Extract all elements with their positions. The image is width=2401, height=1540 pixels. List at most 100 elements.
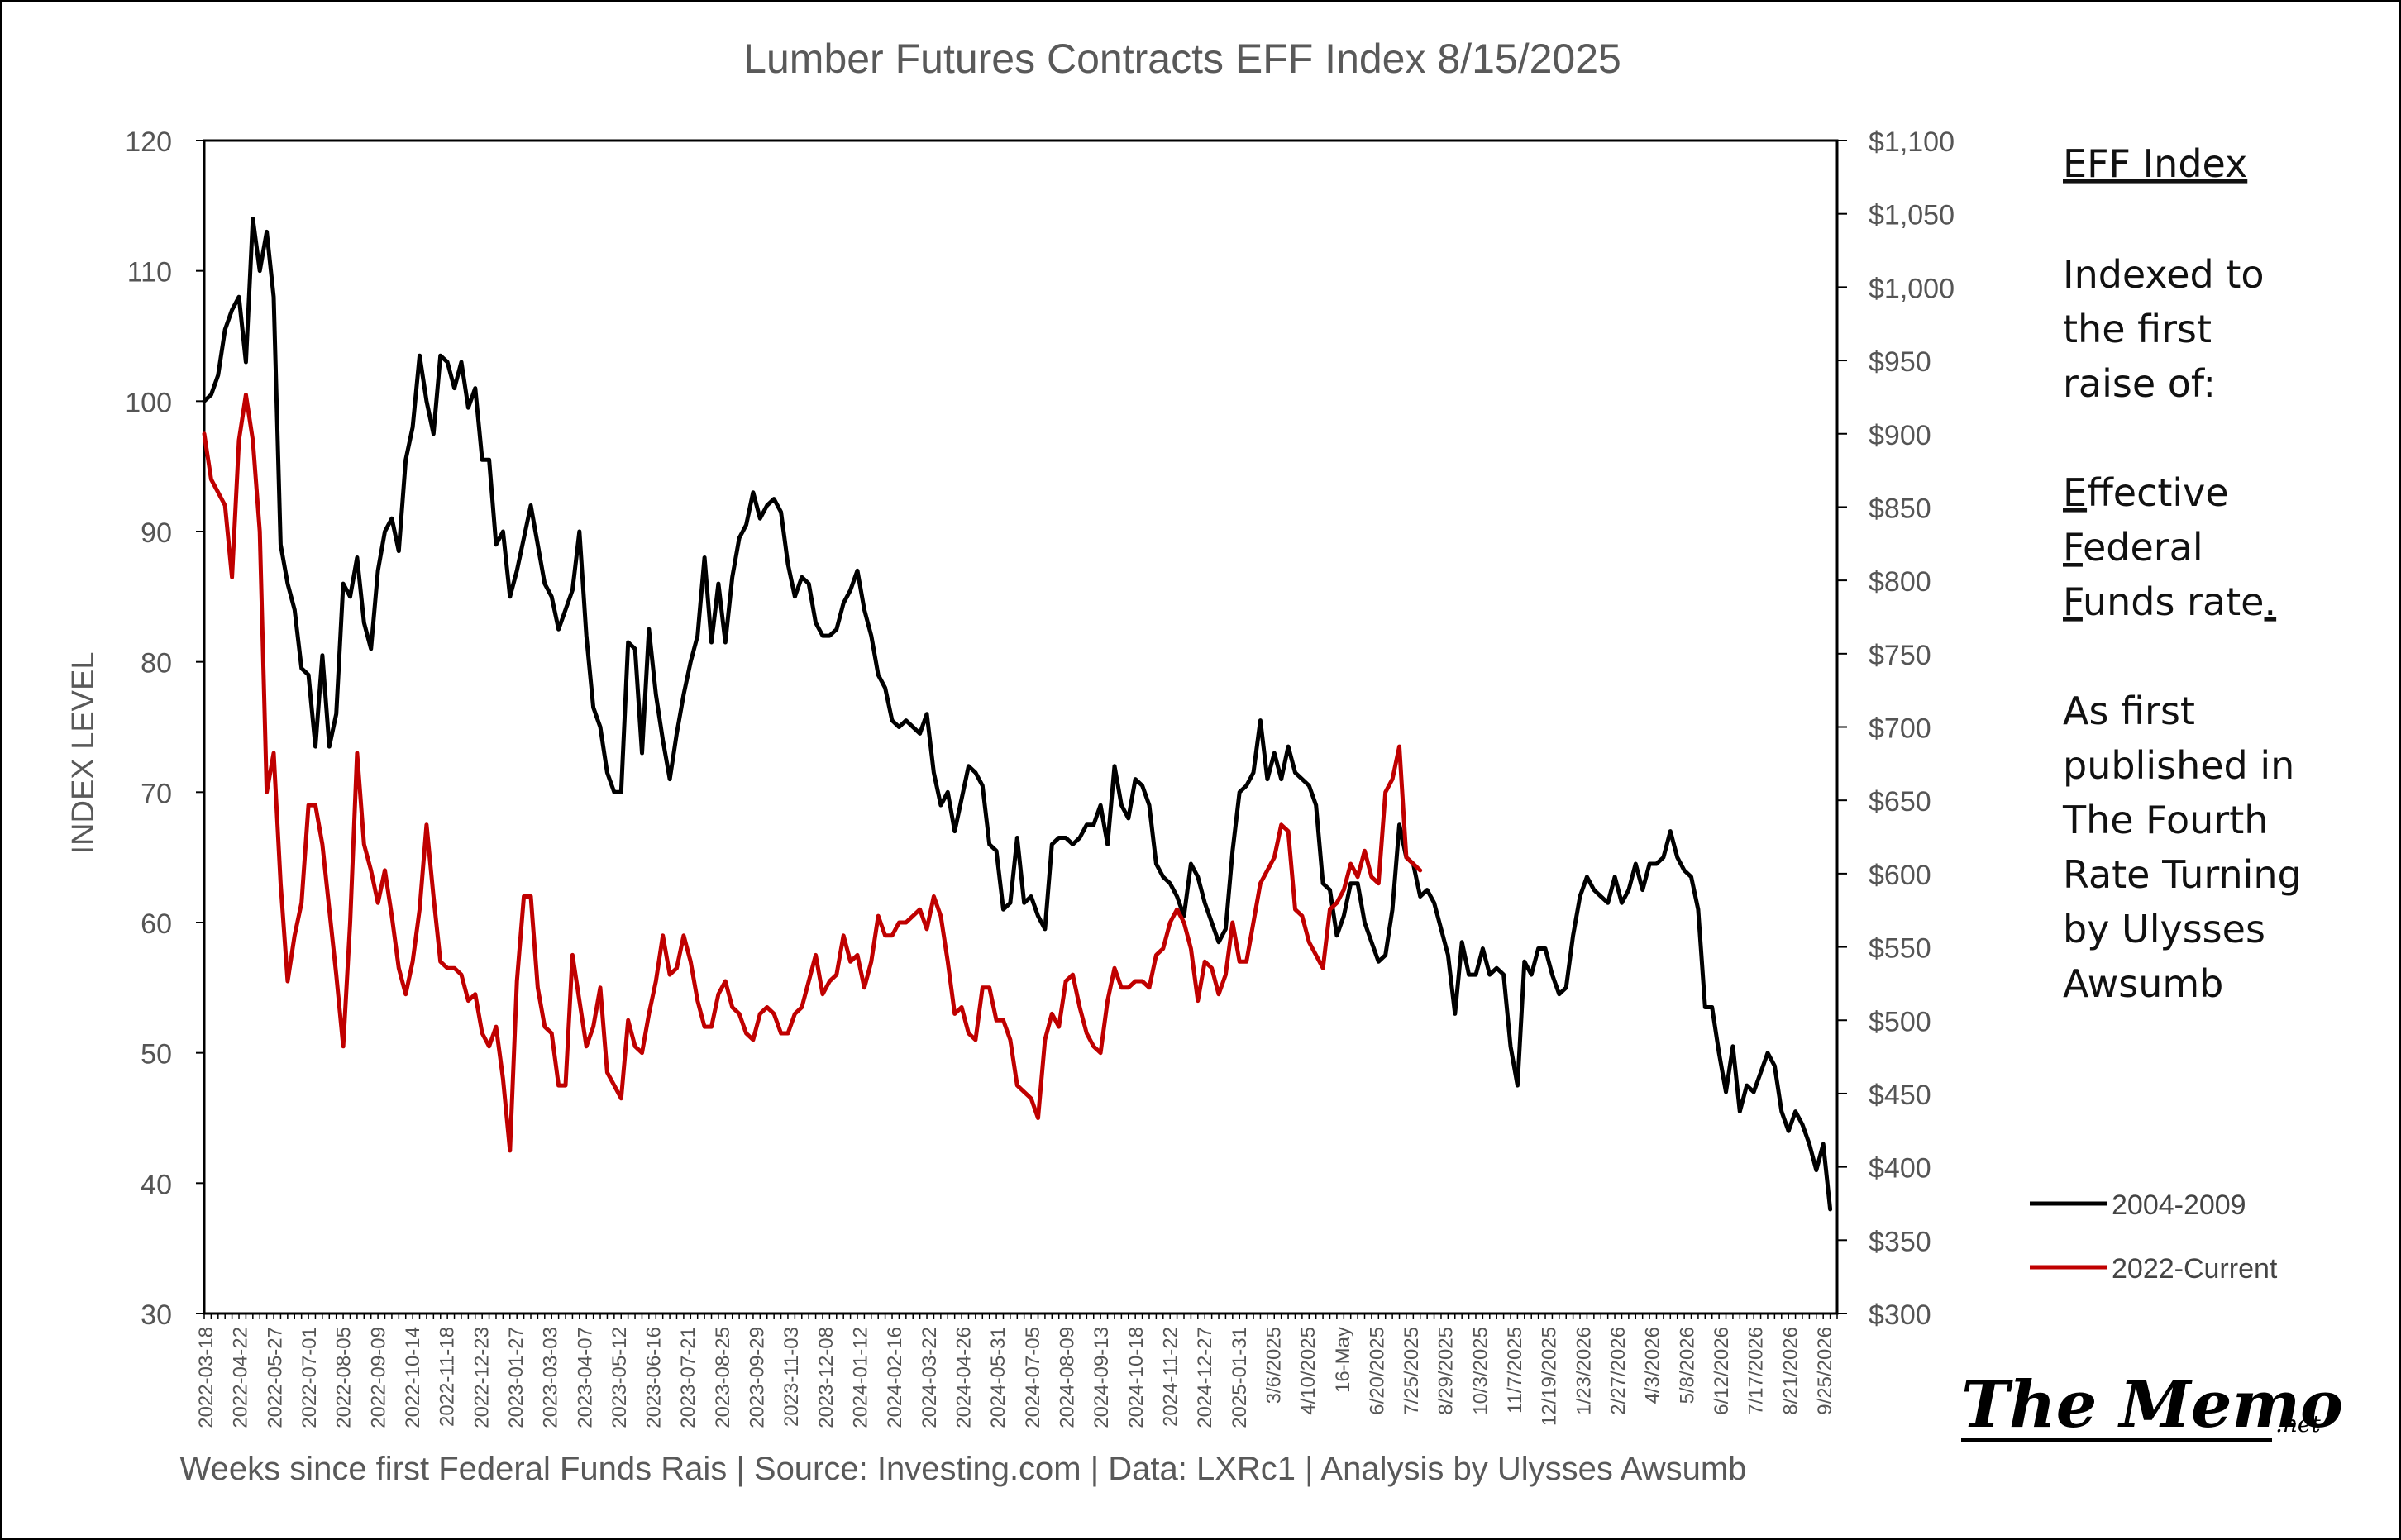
eff-line-effective: Effective [2063,470,2229,515]
y-tick-label: 30 [141,1299,172,1331]
series-line-2022-current [202,393,1423,1153]
x-tick-label: 3/6/2025 [1263,1327,1285,1404]
y-tick-label: 50 [141,1039,172,1070]
y2-tick-label: $1,000 [1869,273,1955,304]
x-tick-label: 2024-10-18 [1125,1327,1148,1428]
y-tick-label: 90 [141,517,172,549]
x-tick-label: 4/10/2025 [1297,1327,1320,1415]
x-tick-label: 2023-05-12 [609,1327,631,1428]
x-tick-label: 9/25/2026 [1814,1327,1836,1415]
eff-initial-f2: F [2063,579,2083,624]
x-tick-label: 8/29/2025 [1435,1327,1458,1415]
x-tick-label: 2024-12-27 [1194,1327,1216,1428]
x-tick-label: 6/12/2026 [1711,1327,1733,1415]
indexed-line-1: Indexed to [2063,252,2265,297]
x-tick-label: 10/3/2025 [1469,1327,1492,1415]
y-tick-label: 110 [127,257,172,288]
y2-tick-label: $550 [1869,933,1931,965]
published-line-2: published in [2063,743,2294,788]
x-tick-label: 2023-09-29 [747,1327,769,1428]
side-panel-heading: EFF Index [2063,141,2247,186]
x-tick-label: 2023-03-03 [540,1327,562,1428]
legend-label-2022-current: 2022-Current [2112,1253,2278,1285]
eff-rest-funds: unds rate [2083,579,2265,624]
y2-tick-label: $500 [1869,1006,1931,1037]
x-axis: 2022-03-18 2022-04-22 2022-05-27 2022-07-01… [195,1314,1838,1428]
x-tick-label: 2022-04-22 [230,1327,252,1428]
x-tick-label: 2023-06-16 [643,1327,666,1428]
x-tick-label: 1/23/2026 [1573,1327,1595,1415]
x-tick-label: 2024-04-26 [953,1327,976,1428]
logo-suffix-text: .net [2275,1410,2322,1437]
x-tick-label: 2022-05-27 [264,1327,286,1428]
y2-tick-label: $300 [1869,1299,1931,1331]
side-panel: EFF Index Indexed to the first raise of:… [2062,141,2302,1006]
x-tick-label: 2022-10-14 [402,1327,424,1428]
x-tick-label: 2024-08-09 [1056,1327,1078,1428]
series-layer [202,217,1833,1212]
y2-tick-label: $750 [1869,640,1931,671]
x-tick-label: 2022-07-01 [298,1327,321,1428]
x-tick-label: 2022-12-23 [470,1327,493,1428]
published-line-1: As first [2063,689,2195,733]
y2-tick-label: $950 [1869,346,1931,378]
x-tick-label: 2025-01-31 [1229,1327,1251,1428]
eff-initial-e: E [2063,470,2087,515]
x-tick-label: 2022-03-18 [195,1327,217,1428]
eff-rest-effective: ffective [2087,470,2229,515]
x-tick-label: 2023-01-27 [505,1327,527,1428]
x-tick-label: 2024-02-16 [884,1327,906,1428]
x-tick-label: 2024-11-22 [1159,1327,1181,1427]
x-tick-label: 2023-11-03 [780,1327,803,1427]
chart-title: Lumber Futures Contracts EFF Index 8/15/… [743,36,1621,82]
x-tick-label: 8/21/2026 [1779,1327,1802,1415]
x-tick-label: 7/17/2026 [1745,1327,1768,1415]
x-tick-label: 12/19/2025 [1539,1327,1561,1426]
published-line-4: Rate Turning [2063,852,2302,897]
y2-tick-label: $450 [1869,1080,1931,1111]
y2-tick-label: $1,100 [1869,126,1955,158]
legend: 2004-2009 2022-Current [2030,1190,2278,1285]
y2-tick-label: $350 [1869,1226,1931,1257]
x-tick-label: 2024-01-12 [850,1327,872,1428]
y2-tick-label: $800 [1869,566,1931,598]
x-tick-label: 2024-07-05 [1022,1327,1044,1428]
y2-tick-label: $400 [1869,1153,1931,1185]
x-tick-label: 2022-08-05 [333,1327,356,1428]
y2-tick-label: $700 [1869,713,1931,745]
x-tick-label: 2023-12-08 [815,1327,838,1428]
plot-area-border [203,139,1839,1315]
eff-initial-f1: F [2063,525,2083,570]
series-line-2004-2009 [202,217,1833,1212]
y-tick-label: 40 [141,1169,172,1200]
x-tick-label: 2022-09-09 [367,1327,389,1428]
y2-tick-label: $600 [1869,860,1931,891]
x-tick-label: 2023-07-21 [677,1327,699,1428]
y2-tick-label: $900 [1869,420,1931,451]
x-tick-label: 2024-03-22 [919,1327,941,1428]
published-line-6: Awsumb [2063,961,2223,1006]
published-line-3: The Fourth [2062,798,2268,842]
y-axis-left: 30 40 50 60 70 80 90 100 110 120 [125,126,204,1331]
y-tick-label: 120 [125,126,172,158]
y2-tick-label: $850 [1869,493,1931,524]
x-tick-label: 11/7/2025 [1504,1327,1526,1414]
x-tick-label: 2/27/2026 [1607,1327,1630,1415]
indexed-line-3: raise of: [2063,361,2216,406]
published-line-5: by Ulysses [2063,907,2265,951]
y2-tick-label: $650 [1869,786,1931,818]
x-tick-label: 2022-11-18 [437,1327,459,1427]
x-tick-label: 4/3/2026 [1642,1327,1664,1404]
x-tick-label: 2024-09-13 [1091,1327,1113,1428]
y-tick-label: 100 [125,387,172,418]
x-tick-label: 5/8/2026 [1676,1327,1698,1404]
x-tick-label: 16-May [1332,1327,1354,1393]
y-tick-label: 60 [141,908,172,940]
x-axis-label: Weeks since first Federal Funds Rais | S… [180,1451,1747,1487]
indexed-line-2: the first [2063,307,2212,351]
the-memo-logo: The Memo .net [1961,1367,2343,1442]
y2-tick-label: $1,050 [1869,200,1955,231]
